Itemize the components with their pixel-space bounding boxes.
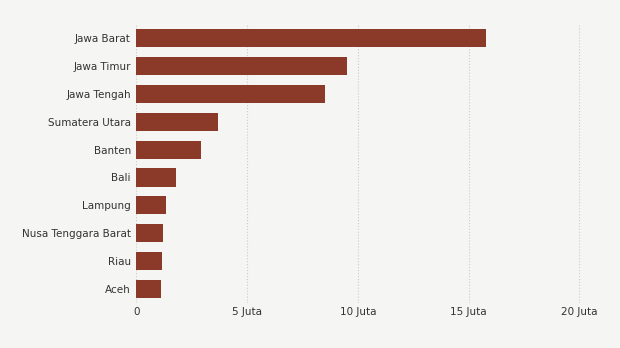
Bar: [136, 113, 218, 131]
Bar: [136, 57, 347, 75]
Bar: [136, 141, 201, 159]
Bar: [136, 280, 161, 298]
Bar: [136, 85, 325, 103]
Bar: [136, 224, 163, 242]
Bar: [136, 168, 176, 187]
Bar: [136, 252, 162, 270]
Bar: [136, 196, 166, 214]
Bar: [136, 29, 486, 47]
